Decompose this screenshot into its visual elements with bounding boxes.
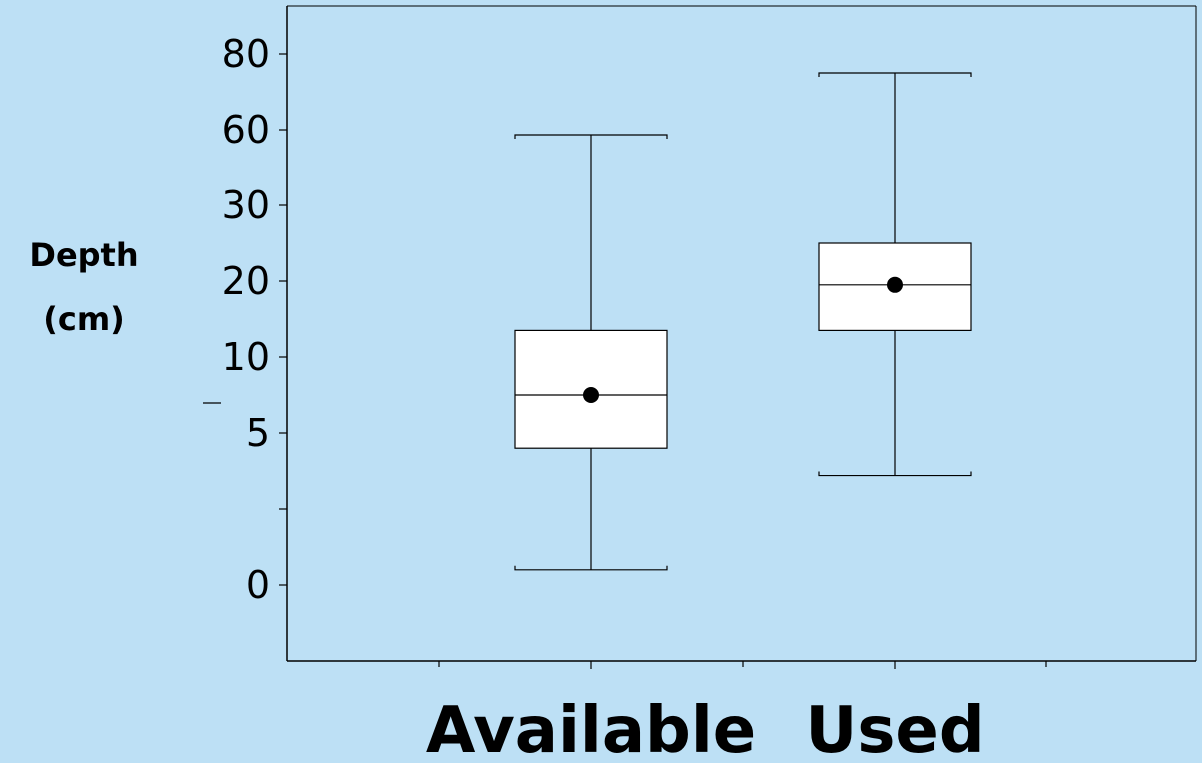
y-tick-label-3: 10	[222, 335, 270, 379]
lower-whisker-cap	[514, 565, 668, 571]
boxes	[514, 72, 972, 571]
y-tick-label-7: 80	[222, 32, 270, 76]
box-available	[514, 134, 668, 571]
x-category-label-available: Available	[426, 694, 756, 763]
axes	[286, 5, 1197, 662]
y-tick-label-0: 0	[246, 563, 270, 607]
y-tick-label-6: 60	[222, 108, 270, 152]
mean-marker	[887, 276, 903, 293]
y-axis-ticks: 0 5 10 20 30 60 80	[203, 32, 287, 607]
upper-whisker-cap	[514, 134, 668, 139]
y-tick-label-5: 30	[222, 183, 270, 227]
y-axis-title-line-2: (cm)	[43, 300, 125, 338]
y-tick-label-4: 20	[222, 259, 270, 303]
x-category-label-used: Used	[805, 694, 984, 763]
labels: Depth (cm)	[29, 236, 138, 338]
y-tick-label-2: 5	[246, 411, 270, 455]
upper-whisker-cap	[818, 72, 972, 77]
y-axis-title-line-1: Depth	[29, 236, 138, 274]
x-axis-ticks: Available Used	[426, 661, 1047, 763]
mean-marker	[583, 387, 599, 403]
box-used	[818, 72, 972, 477]
lower-whisker-cap	[818, 471, 972, 477]
